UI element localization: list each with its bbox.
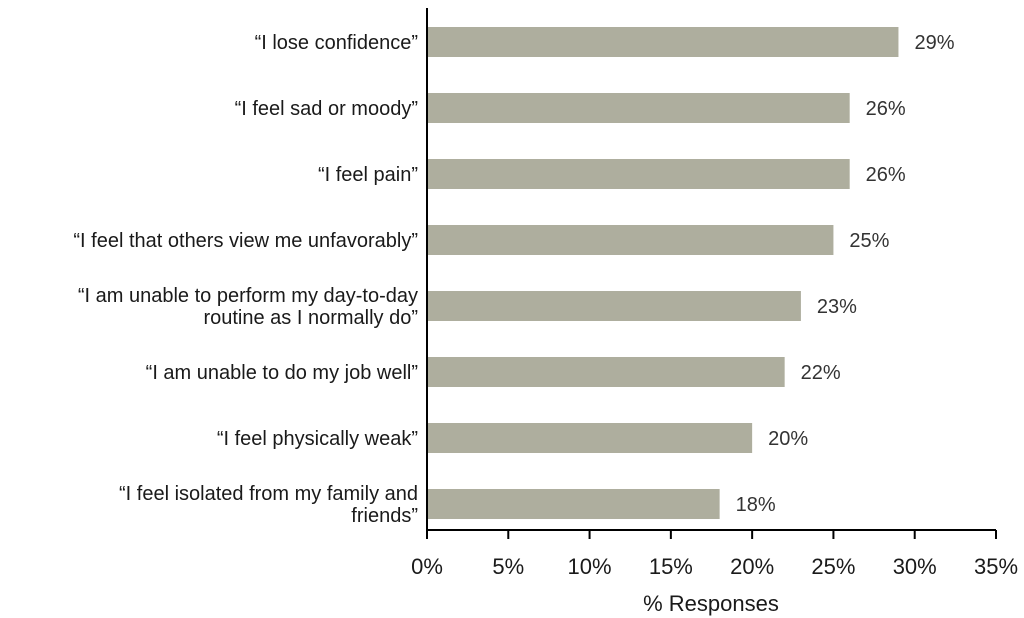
category-label-3: “I feel that others view me unfavorably” — [73, 230, 418, 252]
x-tick-label-0: 0% — [411, 554, 443, 579]
bar-4 — [427, 291, 801, 321]
category-label-4: “I am unable to perform my day-to-day rou… — [78, 285, 418, 329]
value-label-3: 25% — [849, 230, 889, 252]
category-label-7: “I feel isolated from my family and frien… — [119, 483, 418, 527]
bar-1 — [427, 93, 850, 123]
x-tick-label-1: 5% — [492, 554, 524, 579]
value-label-6: 20% — [768, 428, 808, 450]
category-label-0: “I lose confidence” — [255, 32, 418, 54]
value-label-5: 22% — [801, 362, 841, 384]
bar-3 — [427, 225, 834, 255]
value-label-4: 23% — [817, 296, 857, 318]
category-label-2: “I feel pain” — [318, 164, 418, 186]
bars — [427, 27, 899, 519]
value-label-1: 26% — [866, 98, 906, 120]
bar-0 — [427, 27, 899, 57]
x-tick-label-6: 30% — [893, 554, 937, 579]
x-tick-label-5: 25% — [811, 554, 855, 579]
value-labels: 29% 26% 26% 25% 23% 22% 20% 18% — [736, 32, 955, 516]
x-tick-label-7: 35% — [974, 554, 1018, 579]
x-tick-label-4: 20% — [730, 554, 774, 579]
bar-5 — [427, 357, 785, 387]
category-label-6: “I feel physically weak” — [217, 428, 418, 450]
value-label-2: 26% — [866, 164, 906, 186]
bar-2 — [427, 159, 850, 189]
bar-6 — [427, 423, 753, 453]
value-label-0: 29% — [914, 32, 954, 54]
bar-7 — [427, 489, 720, 519]
x-tick-label-2: 10% — [568, 554, 612, 579]
category-labels: “I lose confidence” “I feel sad or moody”… — [73, 32, 418, 527]
axes — [426, 8, 996, 531]
category-label-5: “I am unable to do my job well” — [146, 362, 418, 384]
x-ticks: 0% 5% 10% 15% 20% 25% 30% 35% — [411, 530, 1018, 579]
category-label-1: “I feel sad or moody” — [235, 98, 418, 120]
value-label-7: 18% — [736, 494, 776, 516]
x-tick-label-3: 15% — [649, 554, 693, 579]
x-axis-title: % Responses — [643, 591, 779, 616]
